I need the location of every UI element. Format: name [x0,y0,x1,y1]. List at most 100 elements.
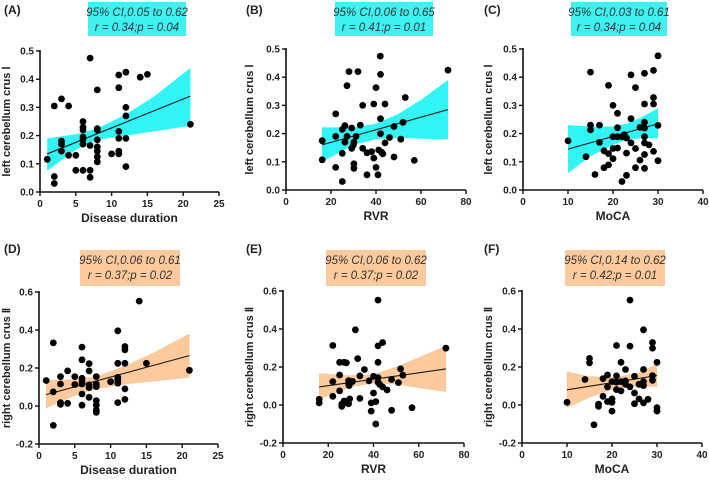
data-point [115,135,123,142]
data-point [107,378,114,386]
y-axis-title: right cerebellum crus Ⅱ [1,308,13,428]
data-point [86,166,94,174]
data-point [591,171,599,178]
data-point [650,94,657,101]
data-point [374,358,382,366]
y-axis-title: right cerebellum crus Ⅱ [244,307,256,427]
data-point [626,383,634,391]
x-tick-label: 20 [606,450,618,461]
data-point [650,67,657,74]
y-tick-label: 0.0 [266,186,280,197]
data-point [336,371,343,379]
data-point [187,120,194,128]
y-tick-label: 0.4 [266,73,280,84]
stats-box [565,250,665,286]
y-tick-label: 0.1 [266,157,280,168]
x-tick-label: 0 [520,197,526,208]
x-tick-label: 5 [73,199,79,210]
data-point [352,326,359,334]
data-point [359,102,367,109]
data-point [444,66,452,74]
data-point [136,73,144,81]
x-axis-title: MoCA [596,209,631,223]
data-point [332,110,340,118]
data-point [115,84,123,92]
data-point [631,389,638,397]
data-point [49,339,57,347]
data-point [595,402,602,410]
data-point [78,390,86,398]
y-tick-label: -0.2 [260,439,278,450]
panel-a: (A) 95% CI,0.05 to 0.62 r = 0.34;p = 0.04 0… [1,2,225,225]
data-point [368,148,376,156]
data-point [623,134,630,142]
x-tick-label: 25 [213,199,225,210]
data-point [641,133,648,141]
data-point [613,372,620,380]
data-point [381,100,389,108]
data-point [315,399,323,407]
data-point [622,366,629,373]
data-point [93,86,101,94]
data-point [650,100,657,108]
data-point [614,109,621,117]
ci-text: 95% CI,0.05 to 0.62 [86,7,188,19]
data-point [332,164,340,171]
data-point [617,358,625,366]
data-point [122,135,130,142]
data-point [632,164,639,172]
data-point [363,171,371,179]
data-point [631,400,638,408]
data-point [605,150,612,158]
data-point [50,173,58,180]
y-tick-label: 0.0 [19,402,33,413]
data-point [627,139,635,147]
data-point [186,366,193,374]
data-point [356,372,364,380]
data-point [49,388,57,396]
data-point [649,339,656,346]
data-point [346,395,354,403]
y-tick-label: -0.2 [16,440,34,451]
data-point [50,102,58,110]
panel-e: (E) 95% CI,0.06 to 0.62 r = 0.37;p = 0.02 0… [244,242,470,476]
r-p-text: r = 0.37;p = 0.02 [334,270,419,282]
data-point [343,133,351,140]
x-axis-title: MoCA [595,462,630,476]
data-point [604,383,611,391]
data-point [640,366,647,373]
data-point [93,136,101,144]
data-point [640,382,647,389]
x-tick-label: 30 [651,450,663,461]
data-point [71,373,79,380]
data-point [388,376,395,383]
data-point [649,372,656,379]
data-point [390,123,398,130]
data-point [372,164,380,171]
data-point [376,52,384,60]
data-point [623,171,630,179]
data-point [350,138,358,146]
x-tick-label: 80 [460,197,472,208]
data-point [654,52,662,60]
y-tick-label: 0.6 [502,287,516,298]
y-tick-label: 0.0 [503,186,517,197]
y-tick-label: 0.1 [20,159,34,170]
data-point [114,327,122,335]
data-point [604,371,611,379]
data-point [122,104,130,111]
data-point [72,151,80,159]
data-point [79,140,87,148]
data-point [65,151,72,159]
data-point [114,359,122,367]
data-point [365,377,373,385]
y-tick-label: 0.2 [266,129,280,140]
panel-label: (A) [4,3,21,17]
data-point [348,124,356,132]
data-point [581,376,589,383]
panel-label: (F) [484,242,499,256]
r-p-text: r = 0.42;p = 0.01 [573,270,657,282]
data-point [617,387,625,395]
data-point [372,84,380,91]
